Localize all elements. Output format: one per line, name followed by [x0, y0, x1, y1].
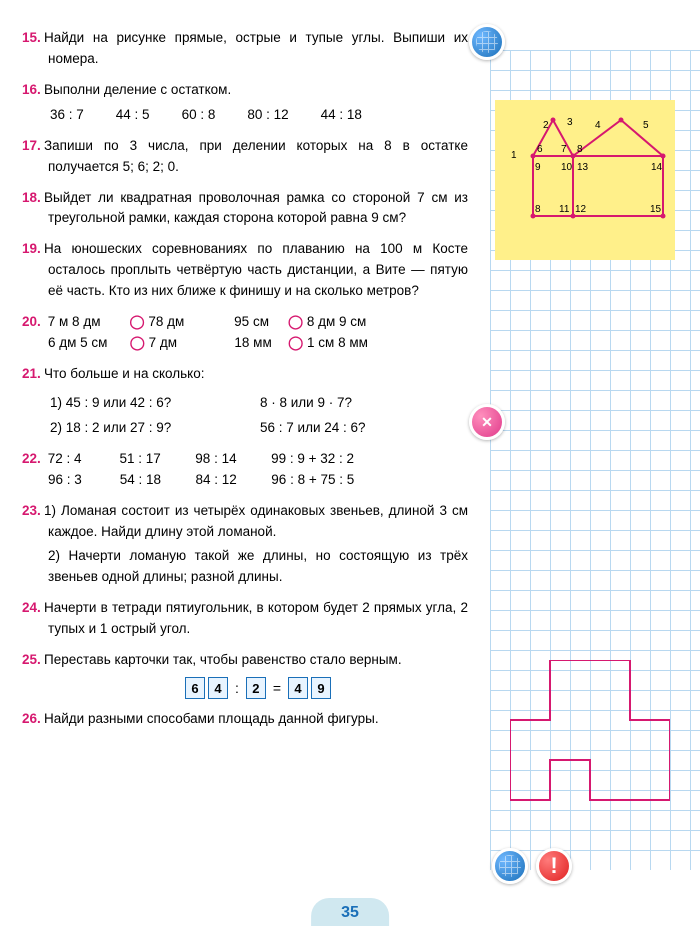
house-label: 1 — [511, 150, 517, 161]
val: 7 м 8 дм — [48, 312, 126, 333]
task-number: 16. — [22, 80, 44, 101]
task-number: 18. — [22, 188, 44, 209]
house-label: 12 — [575, 204, 586, 215]
house-label: 6 — [537, 144, 543, 155]
card: 4 — [208, 677, 228, 699]
expr: 8 · 8 или 9 · 7? — [260, 393, 352, 414]
task-number: 25. — [22, 650, 44, 671]
expr: 2) 18 : 2 или 27 : 9? — [50, 418, 210, 439]
expr: 84 : 12 — [196, 470, 268, 491]
expr: 98 : 14 — [195, 449, 267, 470]
expr: 51 : 17 — [120, 449, 192, 470]
expr: 56 : 7 или 24 : 6? — [260, 418, 366, 439]
task-text: 1) Ломаная состоит из четырёх одинаковых… — [44, 503, 468, 539]
task-text: На юношеских соревнованиях по плаванию н… — [44, 241, 468, 298]
expr: 44 : 18 — [321, 105, 362, 126]
val: 8 дм 9 см — [307, 314, 366, 329]
task-20: 20. 7 м 8 дм ◯ 78 дм 95 см ◯ 8 дм 9 см 6… — [48, 312, 468, 354]
val: 95 см — [234, 312, 284, 333]
task-number: 20. — [22, 312, 44, 333]
task-number: 17. — [22, 136, 44, 157]
task-25: 25.Переставь карточки так, чтобы равенст… — [48, 650, 468, 699]
task-text: Выполни деление с остатком. — [44, 82, 231, 97]
task-text: Переставь карточки так, чтобы равенство … — [44, 652, 402, 667]
badge-grid-top — [469, 24, 505, 60]
expr: 96 : 3 — [48, 470, 116, 491]
card-op: : — [231, 677, 243, 699]
badge-alert-icon: ! — [536, 848, 572, 884]
house-label: 13 — [577, 162, 588, 173]
house-label: 5 — [643, 120, 649, 131]
house-label: 10 — [561, 162, 572, 173]
task-text: Найди разными способами площадь данной ф… — [44, 711, 379, 726]
task-21: 21.Что больше и на сколько: 1) 45 : 9 ил… — [48, 364, 468, 439]
page-number: 35 — [311, 898, 389, 926]
expr: 99 : 9 + 32 : 2 — [271, 451, 354, 466]
task-16: 16.Выполни деление с остатком. 36 : 7 44… — [48, 80, 468, 126]
compare-icon: ◯ — [288, 335, 303, 350]
task-text: Найди на рисунке прямые, острые и тупые … — [44, 30, 468, 66]
house-label: 2 — [543, 120, 549, 131]
task-number: 26. — [22, 709, 44, 730]
val: 7 дм — [149, 333, 207, 354]
house-label: 9 — [535, 162, 541, 173]
badge-grid-bottom — [492, 848, 528, 884]
house-label: 15 — [650, 204, 661, 215]
task-number: 23. — [22, 501, 44, 522]
task-text: Выйдет ли квадратная проволочная рамка с… — [44, 190, 468, 226]
task-26: 26.Найди разными способами площадь данно… — [48, 709, 468, 730]
task-17: 17.Запиши по 3 числа, при делении которы… — [48, 136, 468, 178]
task-number: 15. — [22, 28, 44, 49]
card-row: 6 4 : 2 = 4 9 — [48, 677, 468, 699]
task-24: 24.Начерти в тетради пятиугольник, в кот… — [48, 598, 468, 640]
card: 4 — [288, 677, 308, 699]
task-text: Что больше и на сколько: — [44, 366, 204, 381]
house-diagram: 1 2 3 4 5 6 7 8 9 10 13 14 8 11 12 15 — [495, 100, 675, 260]
house-label: 11 — [559, 204, 569, 215]
task-19: 19.На юношеских соревнованиях по плавани… — [48, 239, 468, 302]
val: 18 мм — [234, 333, 284, 354]
house-label: 8 — [535, 204, 541, 215]
card-op: = — [269, 677, 285, 699]
house-label: 8 — [577, 144, 583, 155]
expr: 54 : 18 — [120, 470, 192, 491]
expr: 80 : 12 — [247, 105, 288, 126]
task-number: 22. — [22, 449, 44, 470]
val: 78 дм — [148, 312, 206, 333]
task-15: 15.Найди на рисунке прямые, острые и туп… — [48, 28, 468, 70]
house-label: 4 — [595, 120, 601, 131]
expr: 60 : 8 — [182, 105, 216, 126]
task-number: 24. — [22, 598, 44, 619]
expr: 1) 45 : 9 или 42 : 6? — [50, 393, 210, 414]
compare-icon: ◯ — [130, 335, 145, 350]
house-label: 3 — [567, 117, 573, 128]
content-area: 15.Найди на рисунке прямые, острые и туп… — [48, 28, 468, 740]
compare-icon: ◯ — [130, 314, 145, 329]
expr: 96 : 8 + 75 : 5 — [271, 472, 354, 487]
task-number: 19. — [22, 239, 44, 260]
task-22: 22. 72 : 4 51 : 17 98 : 14 99 : 9 + 32 :… — [48, 449, 468, 491]
task-text: Запиши по 3 числа, при делении которых н… — [44, 138, 468, 174]
card: 6 — [185, 677, 205, 699]
expr: 44 : 5 — [116, 105, 150, 126]
task-number: 21. — [22, 364, 44, 385]
task-text: Начерти в тетради пятиугольник, в которо… — [44, 600, 468, 636]
val: 1 см 8 мм — [307, 335, 368, 350]
expr: 36 : 7 — [50, 105, 84, 126]
task-23: 23.1) Ломаная состоит из четырёх одинако… — [48, 501, 468, 589]
card: 9 — [311, 677, 331, 699]
expr: 72 : 4 — [48, 449, 116, 470]
card: 2 — [246, 677, 266, 699]
compare-icon: ◯ — [288, 314, 303, 329]
polygon-figure — [510, 660, 670, 820]
task-text: 2) Начерти ломаную такой же длины, но со… — [48, 546, 468, 588]
task-18: 18.Выйдет ли квадратная проволочная рамк… — [48, 188, 468, 230]
house-label: 14 — [651, 162, 662, 173]
val: 6 дм 5 см — [48, 333, 126, 354]
badge-pink-icon: ✕ — [469, 404, 505, 440]
house-label: 7 — [561, 144, 567, 155]
